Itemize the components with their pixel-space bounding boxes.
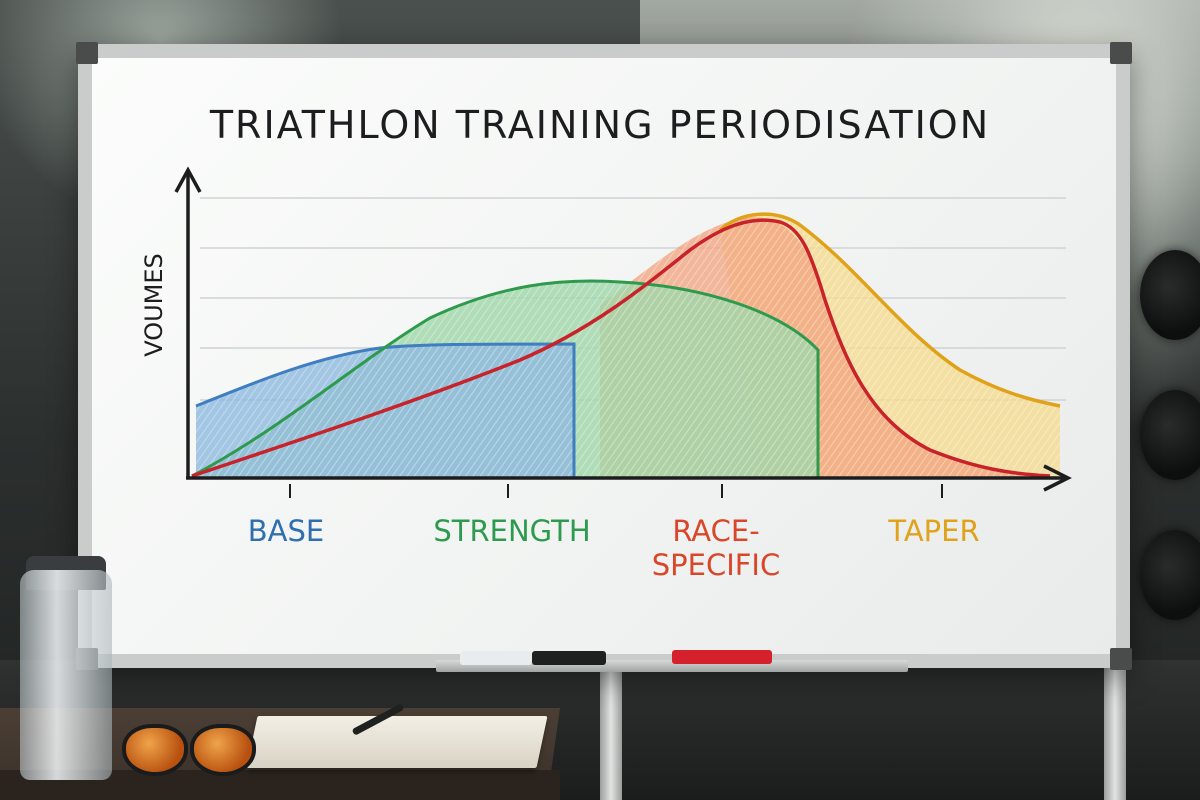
- stand-leg: [600, 668, 622, 800]
- water-bottle: [20, 570, 112, 780]
- phase-label-base: BASE: [248, 514, 324, 548]
- marker-cap-black[interactable]: [460, 651, 532, 665]
- y-axis-label: VOUMES: [140, 253, 168, 357]
- notebook: [246, 716, 548, 768]
- weight-plate: [1140, 250, 1200, 340]
- red-marker[interactable]: [672, 650, 772, 664]
- weight-rack: [1130, 250, 1200, 670]
- black-marker[interactable]: [532, 651, 606, 665]
- y-axis-arrow: [174, 166, 202, 193]
- sunglasses-lens: [122, 724, 188, 776]
- board-corner: [1110, 648, 1132, 670]
- board-corner: [1110, 42, 1132, 64]
- phase-label-race-specific-line1: RACE-: [672, 514, 759, 548]
- race-specific-curve: [191, 218, 1051, 478]
- axes: [174, 166, 1072, 498]
- x-axis-arrow: [1043, 464, 1072, 492]
- phase-label-taper: TAPER: [887, 514, 979, 548]
- board-corner: [76, 42, 98, 64]
- weight-plate: [1140, 390, 1200, 480]
- phase-label-race-specific-line2: SPECIFIC: [652, 548, 781, 582]
- sunglasses-lens: [190, 724, 256, 776]
- sunglasses: [120, 716, 256, 778]
- phase-label-strength: STRENGTH: [433, 514, 590, 548]
- weight-plate: [1140, 530, 1200, 620]
- board-title: TRIATHLON TRAINING PERIODISATION: [209, 103, 990, 147]
- strength-outline: [191, 279, 820, 478]
- taper-curve: [718, 212, 1061, 408]
- stand-leg: [1104, 668, 1126, 800]
- base-outline: [195, 342, 576, 478]
